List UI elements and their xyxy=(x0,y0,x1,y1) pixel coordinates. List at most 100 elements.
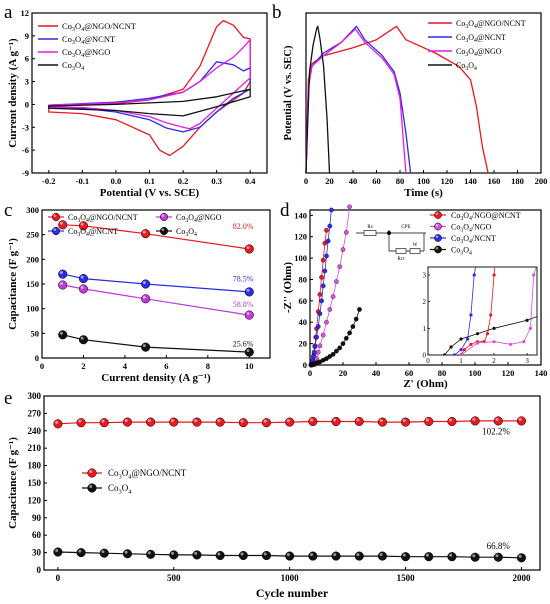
marker-highlight xyxy=(246,349,250,353)
inset-point xyxy=(442,353,447,355)
y-tick-label: 6 xyxy=(25,54,29,64)
x-axis-label: Current density (A g⁻¹) xyxy=(101,372,211,384)
marker-fill xyxy=(58,269,68,279)
marker-highlight xyxy=(55,420,59,424)
cycle-point xyxy=(308,416,318,427)
marker-highlight xyxy=(142,230,146,234)
marker-highlight xyxy=(78,549,82,553)
gcd-curve xyxy=(305,28,407,174)
x-tick-label: 140 xyxy=(464,176,477,186)
marker-highlight xyxy=(495,417,499,421)
marker-highlight xyxy=(80,285,84,289)
marker-fill xyxy=(87,468,97,478)
nyquist-point xyxy=(319,298,324,304)
nyquist-point xyxy=(315,324,321,329)
cycle-point xyxy=(192,417,202,427)
legend-label: Co3​O4​@NGO xyxy=(456,47,502,58)
x-tick-label: 40 xyxy=(372,368,381,378)
rate-point xyxy=(78,335,89,345)
marker-fill xyxy=(424,552,434,562)
x-tick-label: 0.1 xyxy=(144,176,155,186)
cycle-point xyxy=(76,418,86,428)
marker-fill xyxy=(122,549,132,559)
y-axis-label: Capacitance (F g⁻¹) xyxy=(7,437,19,529)
cycle-point xyxy=(470,552,480,562)
retention-label: 66.8% xyxy=(487,541,511,551)
inset-y-tick-label: 0 xyxy=(423,352,427,360)
y-tick-label: 9 xyxy=(25,31,29,41)
legend-label: Co3​O4​@NCNT xyxy=(62,34,116,46)
nyquist-point xyxy=(311,349,317,355)
marker-highlight xyxy=(425,418,429,422)
inset-point xyxy=(525,318,529,322)
x-tick-label: 120 xyxy=(502,368,515,378)
marker-highlight xyxy=(217,419,221,423)
x-tick-label: 200 xyxy=(535,176,548,186)
inset-point xyxy=(466,337,470,341)
legend-label: Co3​O4​ xyxy=(62,60,84,72)
rate-line xyxy=(62,284,250,316)
y-tick-label: 250 xyxy=(26,230,39,240)
marker-fill xyxy=(377,417,387,427)
rate-point xyxy=(58,280,68,290)
x-tick-label: 0.3 xyxy=(211,176,222,186)
x-tick-label: 40 xyxy=(349,176,358,186)
legend-label: Co3​O4​/NCNT xyxy=(451,234,496,245)
nyquist-point xyxy=(320,283,326,289)
cycle-point xyxy=(493,416,503,426)
marker-highlight xyxy=(449,418,453,422)
marker-fill xyxy=(434,234,442,242)
marker-fill xyxy=(58,280,68,290)
marker-fill xyxy=(87,483,97,493)
inset-point xyxy=(509,87,512,90)
legend-marker xyxy=(159,226,169,236)
marker-highlight xyxy=(59,331,63,335)
nyquist-point xyxy=(343,230,349,235)
marker-highlight xyxy=(379,553,383,557)
inset-point xyxy=(492,273,496,277)
marker-highlight xyxy=(59,281,63,285)
marker-highlight xyxy=(472,554,476,558)
cycle-point xyxy=(401,552,411,562)
y-tick-label: 50 xyxy=(31,328,40,338)
y-tick-label: 0 xyxy=(35,353,39,363)
marker-fill xyxy=(192,417,202,427)
x-tick-label: 6 xyxy=(164,361,168,371)
rate-point xyxy=(58,269,68,279)
cycle-point xyxy=(377,551,387,561)
marker-highlight xyxy=(518,417,522,421)
cycle-point xyxy=(146,549,156,559)
marker-highlight xyxy=(53,214,57,217)
legend-label: Co3​O4​@NCNT xyxy=(68,227,118,238)
y-axis-label: Current density (A g⁻¹) xyxy=(7,38,19,148)
cycle-point xyxy=(122,417,132,427)
rate-point xyxy=(244,244,254,254)
x-tick-label: 1000 xyxy=(281,573,300,583)
legend-marker xyxy=(434,211,442,219)
rate-point xyxy=(141,279,151,289)
nyquist-point xyxy=(324,319,329,325)
legend-marker xyxy=(51,226,61,236)
marker-fill xyxy=(493,416,503,426)
marker-fill xyxy=(53,547,63,557)
nyquist-point xyxy=(350,324,356,329)
legend-label: Co3​O4​@NGO/NCNT xyxy=(108,468,187,480)
legend-marker xyxy=(51,212,61,222)
marker-fill xyxy=(146,417,156,427)
inset-point xyxy=(469,313,473,317)
nyquist-point xyxy=(330,294,336,299)
marker-highlight xyxy=(194,419,198,423)
marker-highlight xyxy=(495,554,499,558)
x-tick-label: 0 xyxy=(308,368,312,378)
nyquist-point xyxy=(340,341,346,346)
legend-marker xyxy=(87,483,97,493)
nyquist-point xyxy=(314,334,319,340)
cycle-point xyxy=(331,551,341,561)
x-axis-label: Z' (Ohm) xyxy=(403,378,448,390)
x-tick-label: 20 xyxy=(325,176,334,186)
nyquist-point xyxy=(347,330,352,336)
nyquist-point xyxy=(322,268,328,274)
marker-fill xyxy=(141,229,151,239)
rate-point xyxy=(244,347,254,357)
